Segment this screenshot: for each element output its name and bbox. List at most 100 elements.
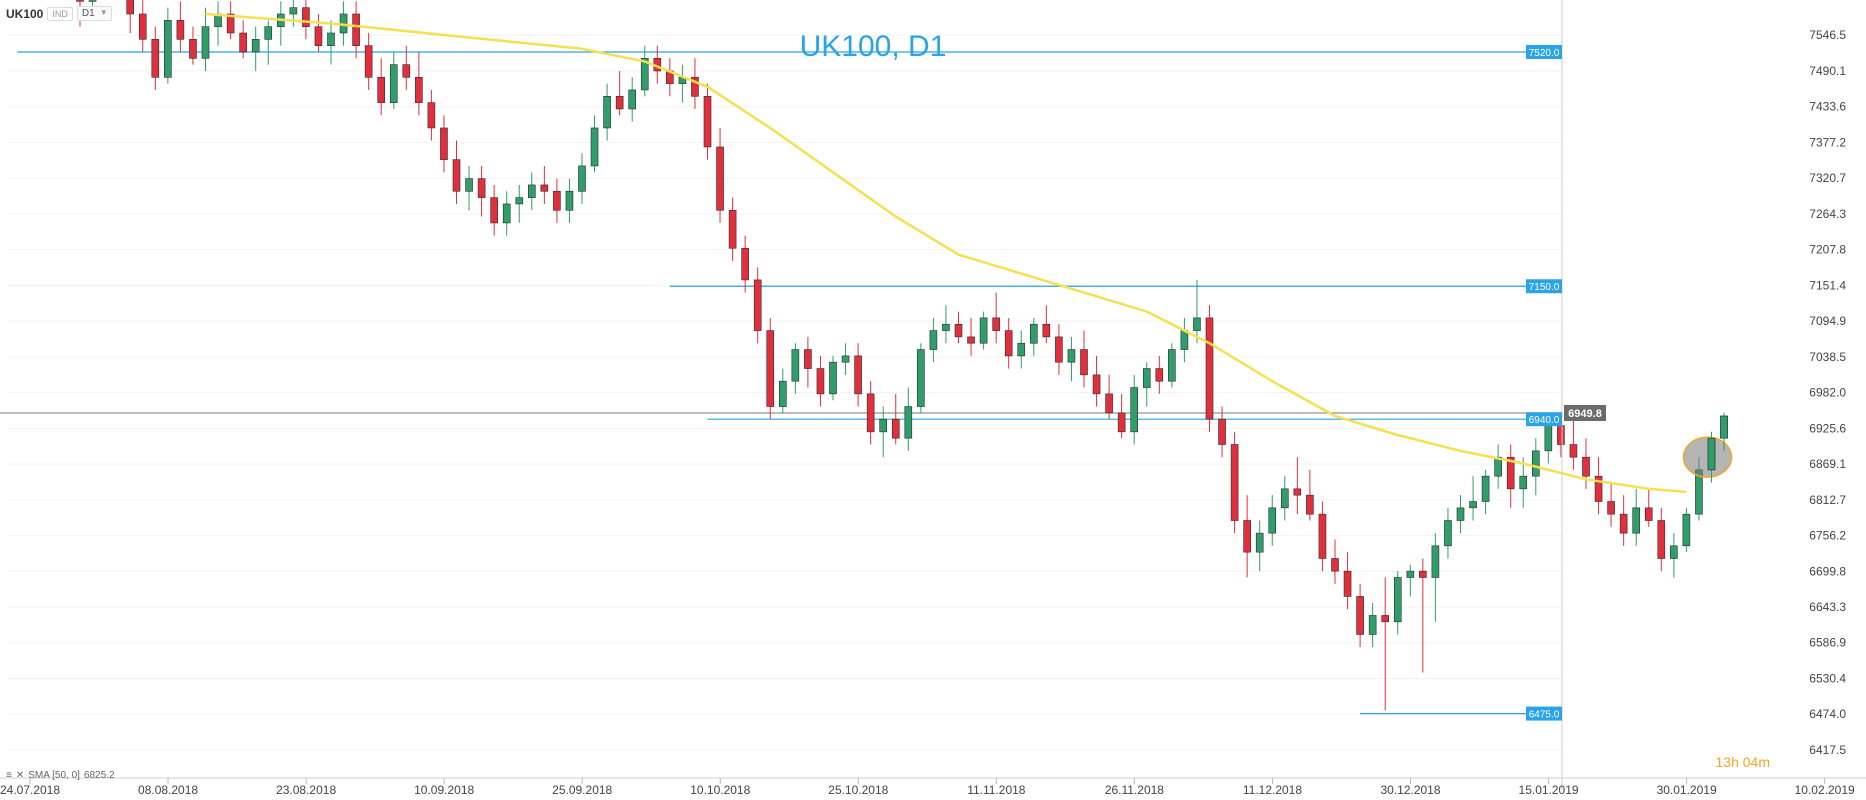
candle-body [1431, 545, 1440, 578]
candle-body [251, 39, 260, 53]
x-tick-label: 26.11.2018 [1105, 783, 1164, 797]
candle-body [352, 13, 360, 46]
countdown-hours: 13 [1715, 754, 1732, 770]
candle-body [829, 361, 837, 395]
candle-body [942, 323, 950, 331]
candle-body [1632, 507, 1640, 534]
y-tick-label: 7094.9 [1809, 314, 1846, 328]
candle-body [1117, 412, 1126, 433]
candle-body [1544, 425, 1553, 452]
candle-body [804, 349, 812, 369]
candle-body [1293, 488, 1302, 496]
candle-body [603, 96, 611, 129]
candle-body [1268, 507, 1277, 534]
candle-body [502, 203, 511, 224]
highlight-circle [1682, 436, 1733, 478]
candle-body [76, 0, 84, 2]
candle-body [1092, 374, 1101, 395]
candle-body [189, 39, 197, 59]
candle-body [691, 77, 699, 97]
candle-body [866, 393, 875, 433]
candle-body [1042, 323, 1051, 338]
y-tick-label: 6643.3 [1809, 600, 1846, 614]
y-tick-label: 7433.6 [1809, 100, 1846, 114]
chart-title: UK100, D1 [799, 30, 947, 63]
candle-body [917, 349, 925, 407]
x-tick-label: 10.09.2018 [414, 783, 474, 797]
candle-body [138, 13, 147, 40]
candle-body [126, 0, 134, 15]
candle-body [327, 32, 335, 46]
candle-body [1067, 349, 1076, 363]
timeframe-value: D1 [81, 8, 95, 19]
candle-body [1644, 507, 1653, 521]
candle-body [1155, 368, 1164, 382]
candle-body [1105, 393, 1113, 414]
x-tick-label: 10.02.2019 [1795, 783, 1855, 797]
level-label: 6940.0 [1529, 415, 1560, 426]
candle-body [452, 159, 461, 192]
candle-body [314, 26, 323, 46]
x-tick-label: 23.08.2018 [276, 783, 336, 797]
candle-body [151, 39, 160, 78]
indicator-close-icon[interactable]: ✕ [15, 770, 25, 781]
candle-body [540, 184, 549, 192]
y-tick-label: 7207.8 [1809, 243, 1846, 257]
candle-body [1142, 368, 1151, 388]
indicator-menu-icon[interactable]: ≡ [6, 770, 12, 781]
y-tick-label: 7490.1 [1809, 64, 1846, 78]
candle-body [164, 20, 172, 78]
y-tick-label: 6699.8 [1809, 564, 1846, 578]
candle-body [1080, 349, 1088, 376]
y-tick-label: 6474.0 [1809, 707, 1846, 721]
candle-body [1318, 513, 1327, 559]
candle-body [1594, 475, 1603, 502]
level-label: 7150.0 [1529, 282, 1560, 293]
candle-body [979, 317, 988, 344]
y-tick-label: 7151.4 [1809, 278, 1846, 292]
candle-body [490, 197, 498, 224]
candle-body [640, 58, 649, 91]
candle-body [1130, 387, 1138, 433]
y-tick-label: 7264.3 [1809, 207, 1846, 221]
candle-body [1607, 501, 1615, 515]
candle-body [289, 7, 298, 15]
y-tick-label: 6812.7 [1809, 493, 1846, 507]
candle-body [716, 146, 724, 211]
candle-body [88, 0, 97, 2]
candle-body [992, 317, 1000, 331]
candle-body [778, 380, 787, 407]
candle-body [1004, 330, 1013, 357]
candle-body [302, 7, 310, 27]
candle-body [1582, 456, 1590, 477]
candle-body [415, 77, 423, 103]
level-tag [1526, 412, 1562, 427]
candle-body [1306, 494, 1314, 515]
candle-body [791, 349, 800, 382]
candle-body [1557, 425, 1565, 445]
y-tick-label: 7320.7 [1809, 171, 1846, 185]
candle-body [590, 127, 599, 167]
candle-body [427, 102, 436, 129]
x-tick-label: 25.10.2018 [828, 783, 888, 797]
level-label: 7520.0 [1529, 48, 1560, 59]
candle-body [728, 209, 737, 249]
symbol-label[interactable]: UK100 [6, 6, 44, 21]
timeframe-select[interactable]: D1 ▼ [76, 6, 112, 21]
candle-body [967, 336, 975, 344]
x-tick-label: 30.01.2019 [1657, 783, 1717, 797]
candle-body [1381, 615, 1389, 623]
y-tick-label: 6417.5 [1809, 743, 1846, 757]
candle-body [1168, 349, 1176, 382]
sma-line [205, 12, 1687, 494]
candle-body [1569, 444, 1578, 458]
candle-body [1682, 513, 1691, 547]
candle-body [364, 45, 373, 78]
sma-overlay [205, 12, 1687, 494]
candle-body [891, 418, 900, 439]
candle-body [879, 418, 888, 433]
countdown-m-suffix: m [1758, 754, 1770, 770]
level-tag [1526, 279, 1562, 294]
candle-body [201, 26, 210, 59]
